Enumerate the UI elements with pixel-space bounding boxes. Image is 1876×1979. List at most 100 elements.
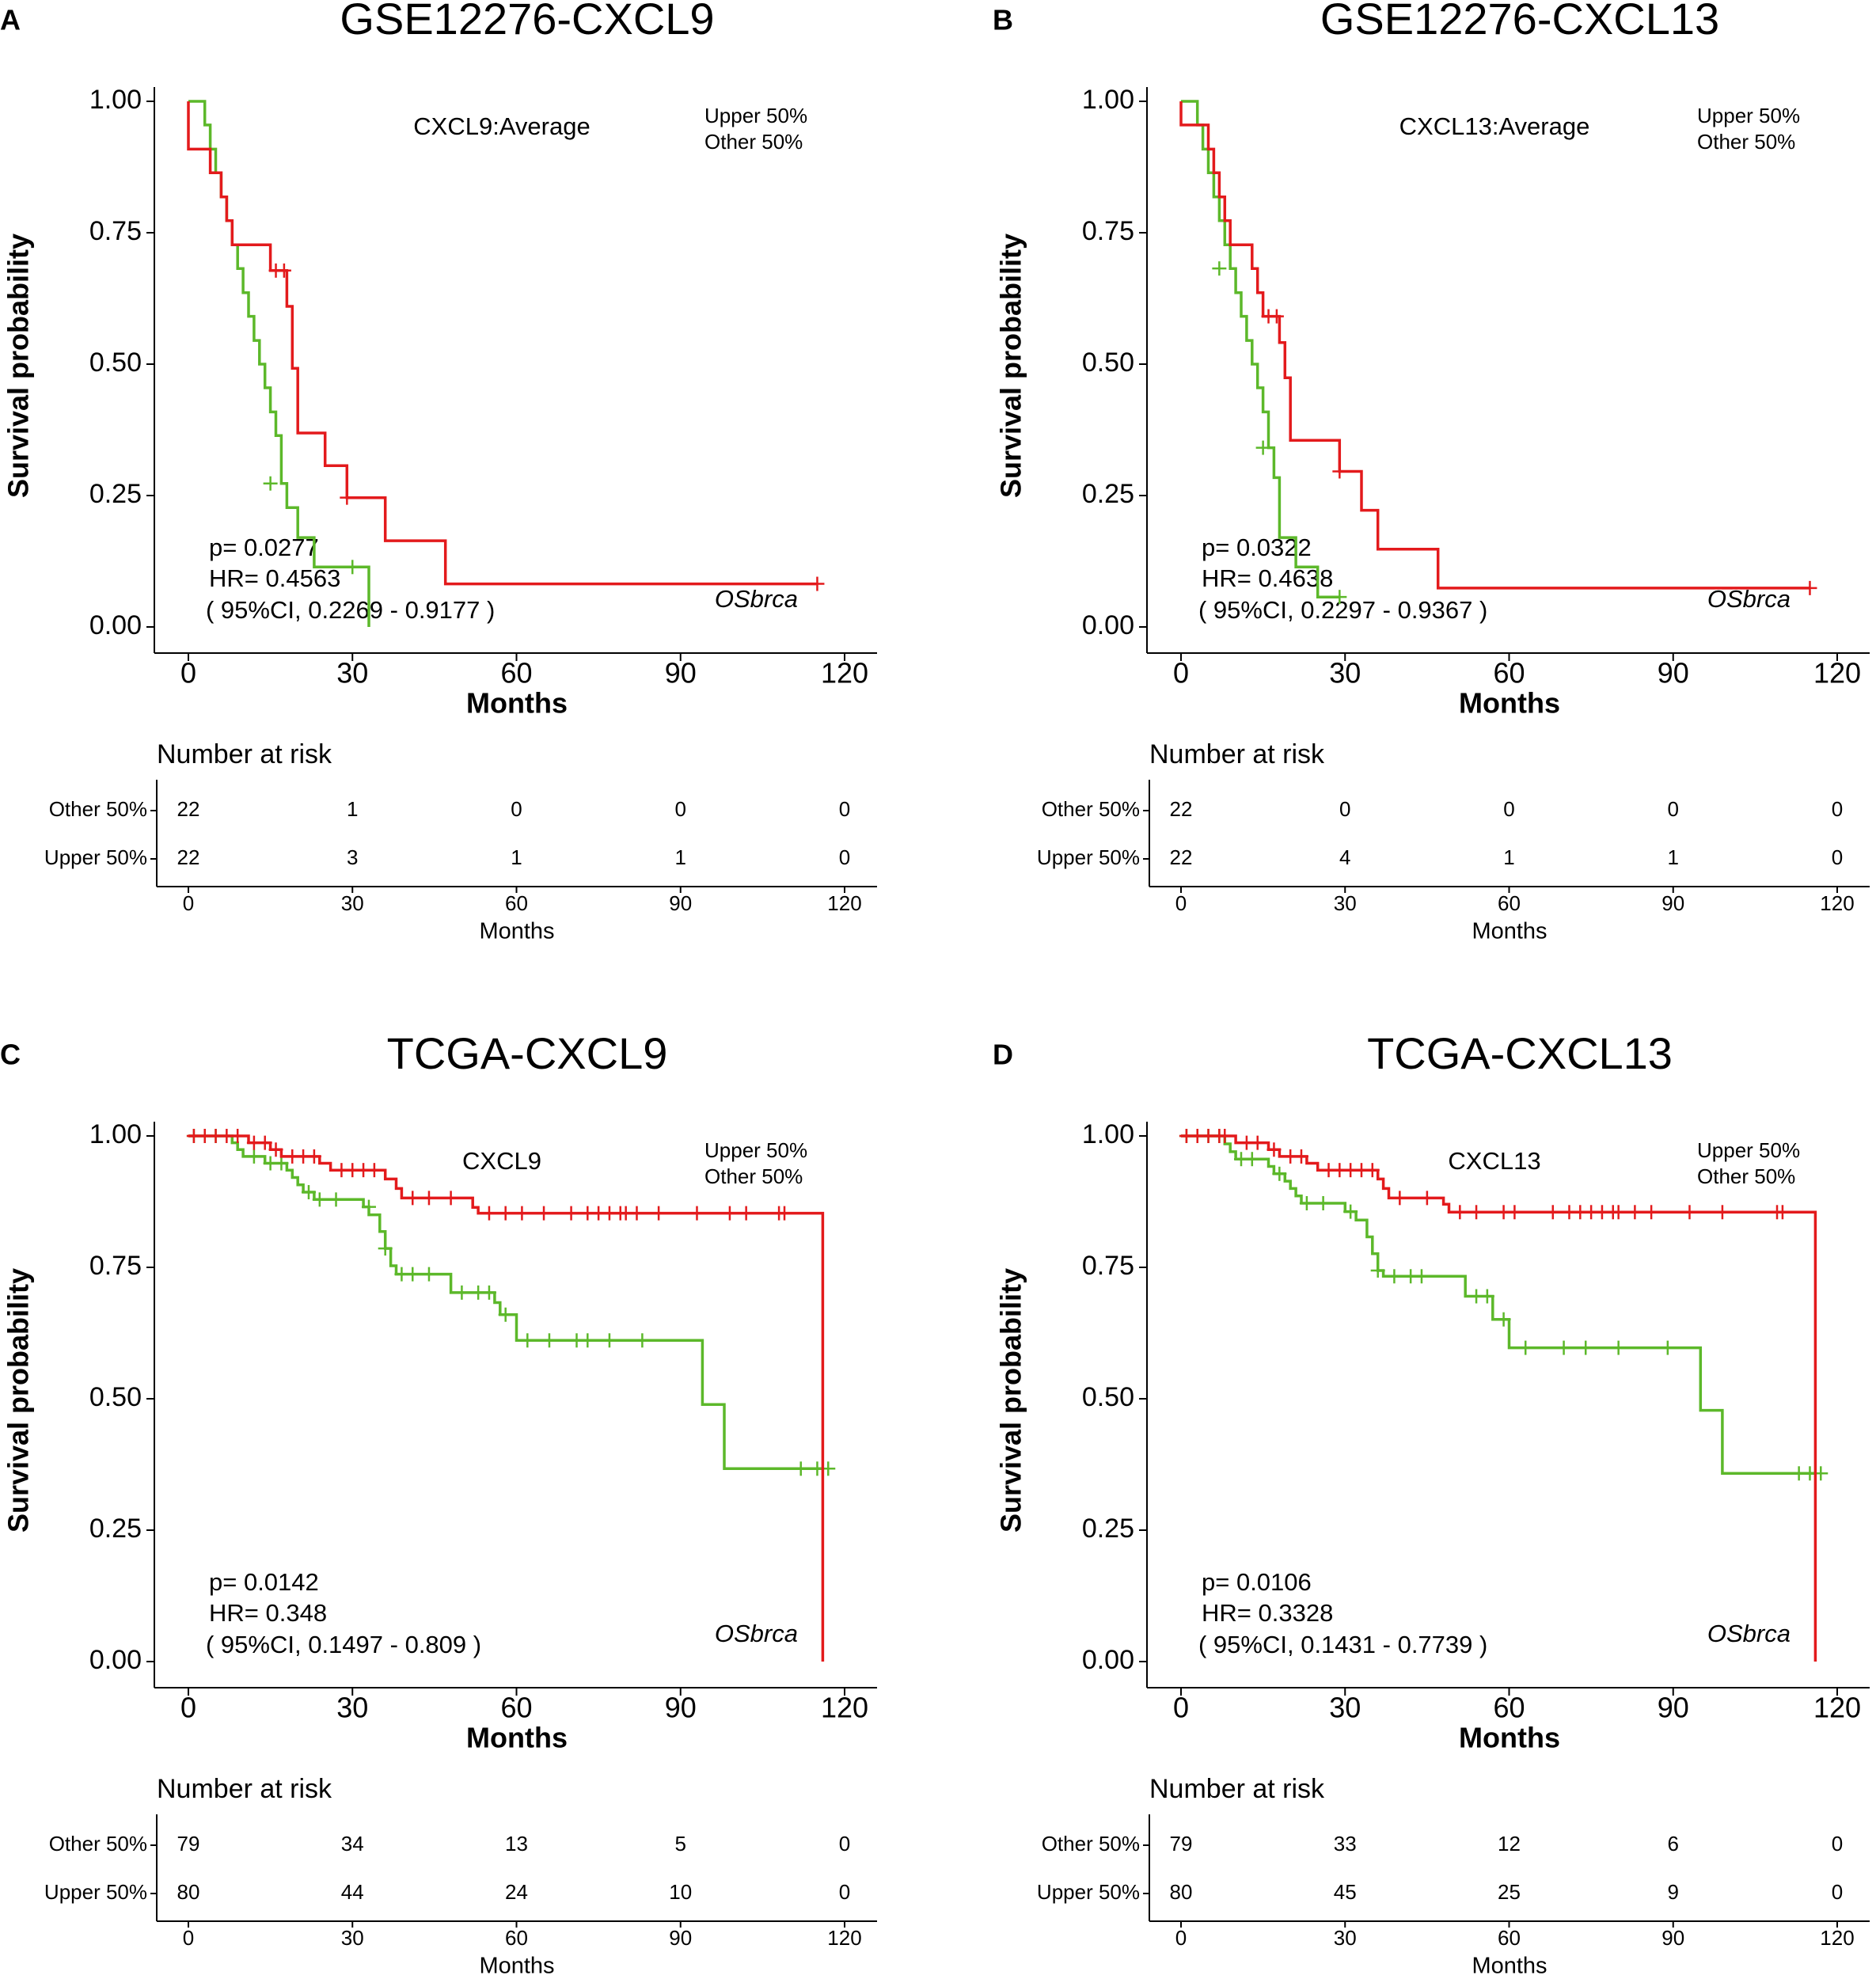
censor-mark-upper (1419, 1191, 1434, 1206)
y-tick-label: 0.75 (89, 1251, 142, 1281)
risk-count: 1 (675, 845, 686, 869)
censor-mark-other (1387, 1269, 1402, 1284)
censor-mark-upper (1715, 1205, 1730, 1220)
y-tick-label: 0.25 (89, 479, 142, 509)
censor-mark-other (602, 1333, 617, 1348)
x-tick-label: 30 (1329, 1692, 1361, 1724)
risk-x-tick-label: 90 (669, 1926, 692, 1950)
legend-other: Other 50% (1697, 1164, 1795, 1188)
panel-label: C (0, 1039, 21, 1071)
x-tick-label: 0 (1173, 1692, 1189, 1724)
risk-x-tick-label: 30 (1334, 891, 1357, 915)
censor-mark-other (793, 1461, 808, 1476)
x-tick-label: 120 (1813, 657, 1861, 689)
x-tick-label: 60 (500, 657, 532, 689)
chart-title: TCGA-CXCL9 (387, 1028, 668, 1078)
risk-x-tick-label: 60 (1498, 1926, 1521, 1950)
risk-count: 0 (839, 845, 850, 869)
censor-mark-other (520, 1333, 535, 1348)
risk-count: 22 (177, 797, 200, 821)
censor-mark-upper (1332, 464, 1347, 479)
y-axis-title: Survival probability (2, 1268, 35, 1533)
x-axis-title: Months (1459, 1722, 1560, 1754)
censor-mark-upper (268, 1142, 283, 1157)
legend-upper: Upper 50% (1697, 104, 1800, 127)
censor-mark-upper (1802, 580, 1817, 595)
censor-mark-upper (564, 1206, 579, 1221)
y-tick-label: 0.50 (1082, 1382, 1134, 1412)
confidence-interval-text: ( 95%CI, 0.1497 - 0.809 ) (206, 1631, 481, 1658)
risk-count: 0 (1832, 1880, 1843, 1904)
x-tick-label: 90 (1658, 1692, 1689, 1724)
risk-x-tick-label: 120 (827, 891, 861, 915)
x-axis-title: Months (1459, 687, 1560, 720)
risk-count: 1 (347, 797, 358, 821)
cohort-tag: OSbrca (715, 585, 798, 613)
panel-label: A (0, 4, 21, 36)
risk-row-label: Other 50% (1042, 1832, 1140, 1856)
risk-count: 80 (1170, 1880, 1193, 1904)
risk-count: 45 (1334, 1880, 1357, 1904)
censor-mark-upper (777, 1206, 792, 1221)
risk-count: 0 (839, 1880, 850, 1904)
x-tick-label: 90 (665, 657, 697, 689)
censor-mark-upper (1250, 1135, 1265, 1150)
risk-x-tick-label: 90 (1661, 1926, 1684, 1950)
censor-mark-upper (257, 1135, 272, 1150)
risk-count: 9 (1668, 1880, 1679, 1904)
x-axis-title: Months (466, 687, 568, 720)
risk-count: 44 (341, 1880, 364, 1904)
risk-count: 1 (511, 845, 522, 869)
censor-mark-other (1316, 1195, 1331, 1210)
risk-count: 0 (839, 797, 850, 821)
hazard-ratio-text: HR= 0.4638 (1202, 564, 1333, 592)
censor-mark-upper (1627, 1205, 1642, 1220)
y-tick-label: 0.00 (1082, 1645, 1134, 1675)
censor-mark-upper (1682, 1205, 1697, 1220)
censor-mark-upper (651, 1206, 666, 1221)
km-panel-c: C TCGA-CXCL9 0.00 0.25 0.50 0.75 1.00 0 30 60 90 12… (0, 1028, 877, 1979)
risk-count: 79 (177, 1832, 200, 1856)
x-tick-label: 60 (1493, 657, 1525, 689)
y-tick-label: 0.25 (1082, 1514, 1134, 1544)
risk-count: 1 (1668, 845, 1679, 869)
censor-mark-other (1343, 1204, 1358, 1219)
legend-other: Other 50% (704, 130, 803, 154)
risk-x-axis-title: Months (1472, 919, 1547, 944)
risk-count: 33 (1334, 1832, 1357, 1856)
cohort-tag: OSbrca (1707, 585, 1791, 613)
censor-mark-other (454, 1285, 469, 1300)
risk-x-tick-label: 120 (1820, 1926, 1854, 1950)
x-axis-title: Months (466, 1722, 568, 1754)
censor-mark-upper (421, 1191, 436, 1206)
y-tick-label: 0.00 (89, 610, 142, 640)
censor-mark-other (328, 1192, 344, 1207)
censor-mark-upper (1545, 1205, 1560, 1220)
risk-count: 0 (1832, 845, 1843, 869)
censor-mark-upper (1469, 1205, 1484, 1220)
y-axis-title: Survival probability (995, 234, 1027, 498)
y-tick-label: 0.50 (1082, 348, 1134, 378)
censor-mark-upper (443, 1191, 458, 1206)
risk-count: 22 (1170, 797, 1193, 821)
censor-mark-other (1578, 1340, 1593, 1355)
chart-title: TCGA-CXCL13 (1367, 1028, 1673, 1078)
risk-row-label: Upper 50% (44, 1880, 147, 1904)
censor-mark-other (246, 1149, 261, 1164)
p-value-text: p= 0.0142 (209, 1568, 319, 1596)
risk-x-tick-label: 60 (505, 891, 528, 915)
risk-count: 6 (1668, 1832, 1679, 1856)
y-tick-label: 0.00 (89, 1645, 142, 1675)
censor-mark-other (1255, 440, 1270, 455)
risk-count: 22 (1170, 845, 1193, 869)
risk-row-label: Other 50% (49, 797, 147, 821)
risk-x-tick-label: 90 (669, 891, 692, 915)
km-curve-upper (1179, 101, 1810, 590)
confidence-interval-text: ( 95%CI, 0.2269 - 0.9177 ) (206, 596, 495, 624)
legend-upper: Upper 50% (704, 104, 807, 127)
legend-upper: Upper 50% (704, 1138, 807, 1162)
y-tick-label: 0.75 (1082, 1251, 1134, 1281)
risk-x-tick-label: 60 (1498, 891, 1521, 915)
censor-mark-other (1212, 261, 1227, 276)
y-tick-label: 0.50 (89, 348, 142, 378)
